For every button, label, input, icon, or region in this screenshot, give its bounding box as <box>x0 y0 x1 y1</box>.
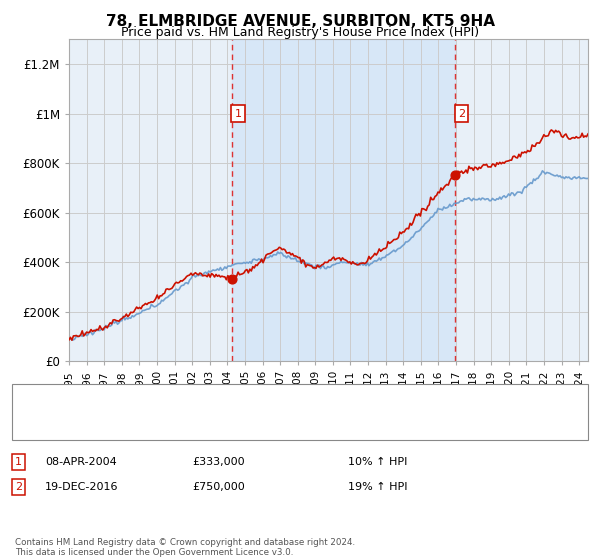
Text: 08-APR-2004: 08-APR-2004 <box>45 457 117 467</box>
Text: Contains HM Land Registry data © Crown copyright and database right 2024.
This d: Contains HM Land Registry data © Crown c… <box>15 538 355 557</box>
Text: 78, ELMBRIDGE AVENUE, SURBITON, KT5 9HA: 78, ELMBRIDGE AVENUE, SURBITON, KT5 9HA <box>106 14 494 29</box>
Text: 2: 2 <box>458 109 465 119</box>
Point <box>451 171 460 180</box>
Text: HPI: Average price, semi-detached house, Kingston upon Thames: HPI: Average price, semi-detached house,… <box>57 422 415 432</box>
Text: —: — <box>27 420 42 435</box>
Text: —: — <box>27 392 42 407</box>
Text: 78, ELMBRIDGE AVENUE, SURBITON, KT5 9HA (semi-detached house): 78, ELMBRIDGE AVENUE, SURBITON, KT5 9HA … <box>57 394 436 404</box>
Text: £750,000: £750,000 <box>192 482 245 492</box>
Text: 10% ↑ HPI: 10% ↑ HPI <box>348 457 407 467</box>
Text: 19% ↑ HPI: 19% ↑ HPI <box>348 482 407 492</box>
Text: 1: 1 <box>235 109 242 119</box>
Text: 1: 1 <box>15 457 22 467</box>
Text: 19-DEC-2016: 19-DEC-2016 <box>45 482 119 492</box>
Text: £333,000: £333,000 <box>192 457 245 467</box>
Text: 2: 2 <box>15 482 22 492</box>
Text: Price paid vs. HM Land Registry's House Price Index (HPI): Price paid vs. HM Land Registry's House … <box>121 26 479 39</box>
Point <box>227 274 237 283</box>
Bar <box>232 39 455 361</box>
